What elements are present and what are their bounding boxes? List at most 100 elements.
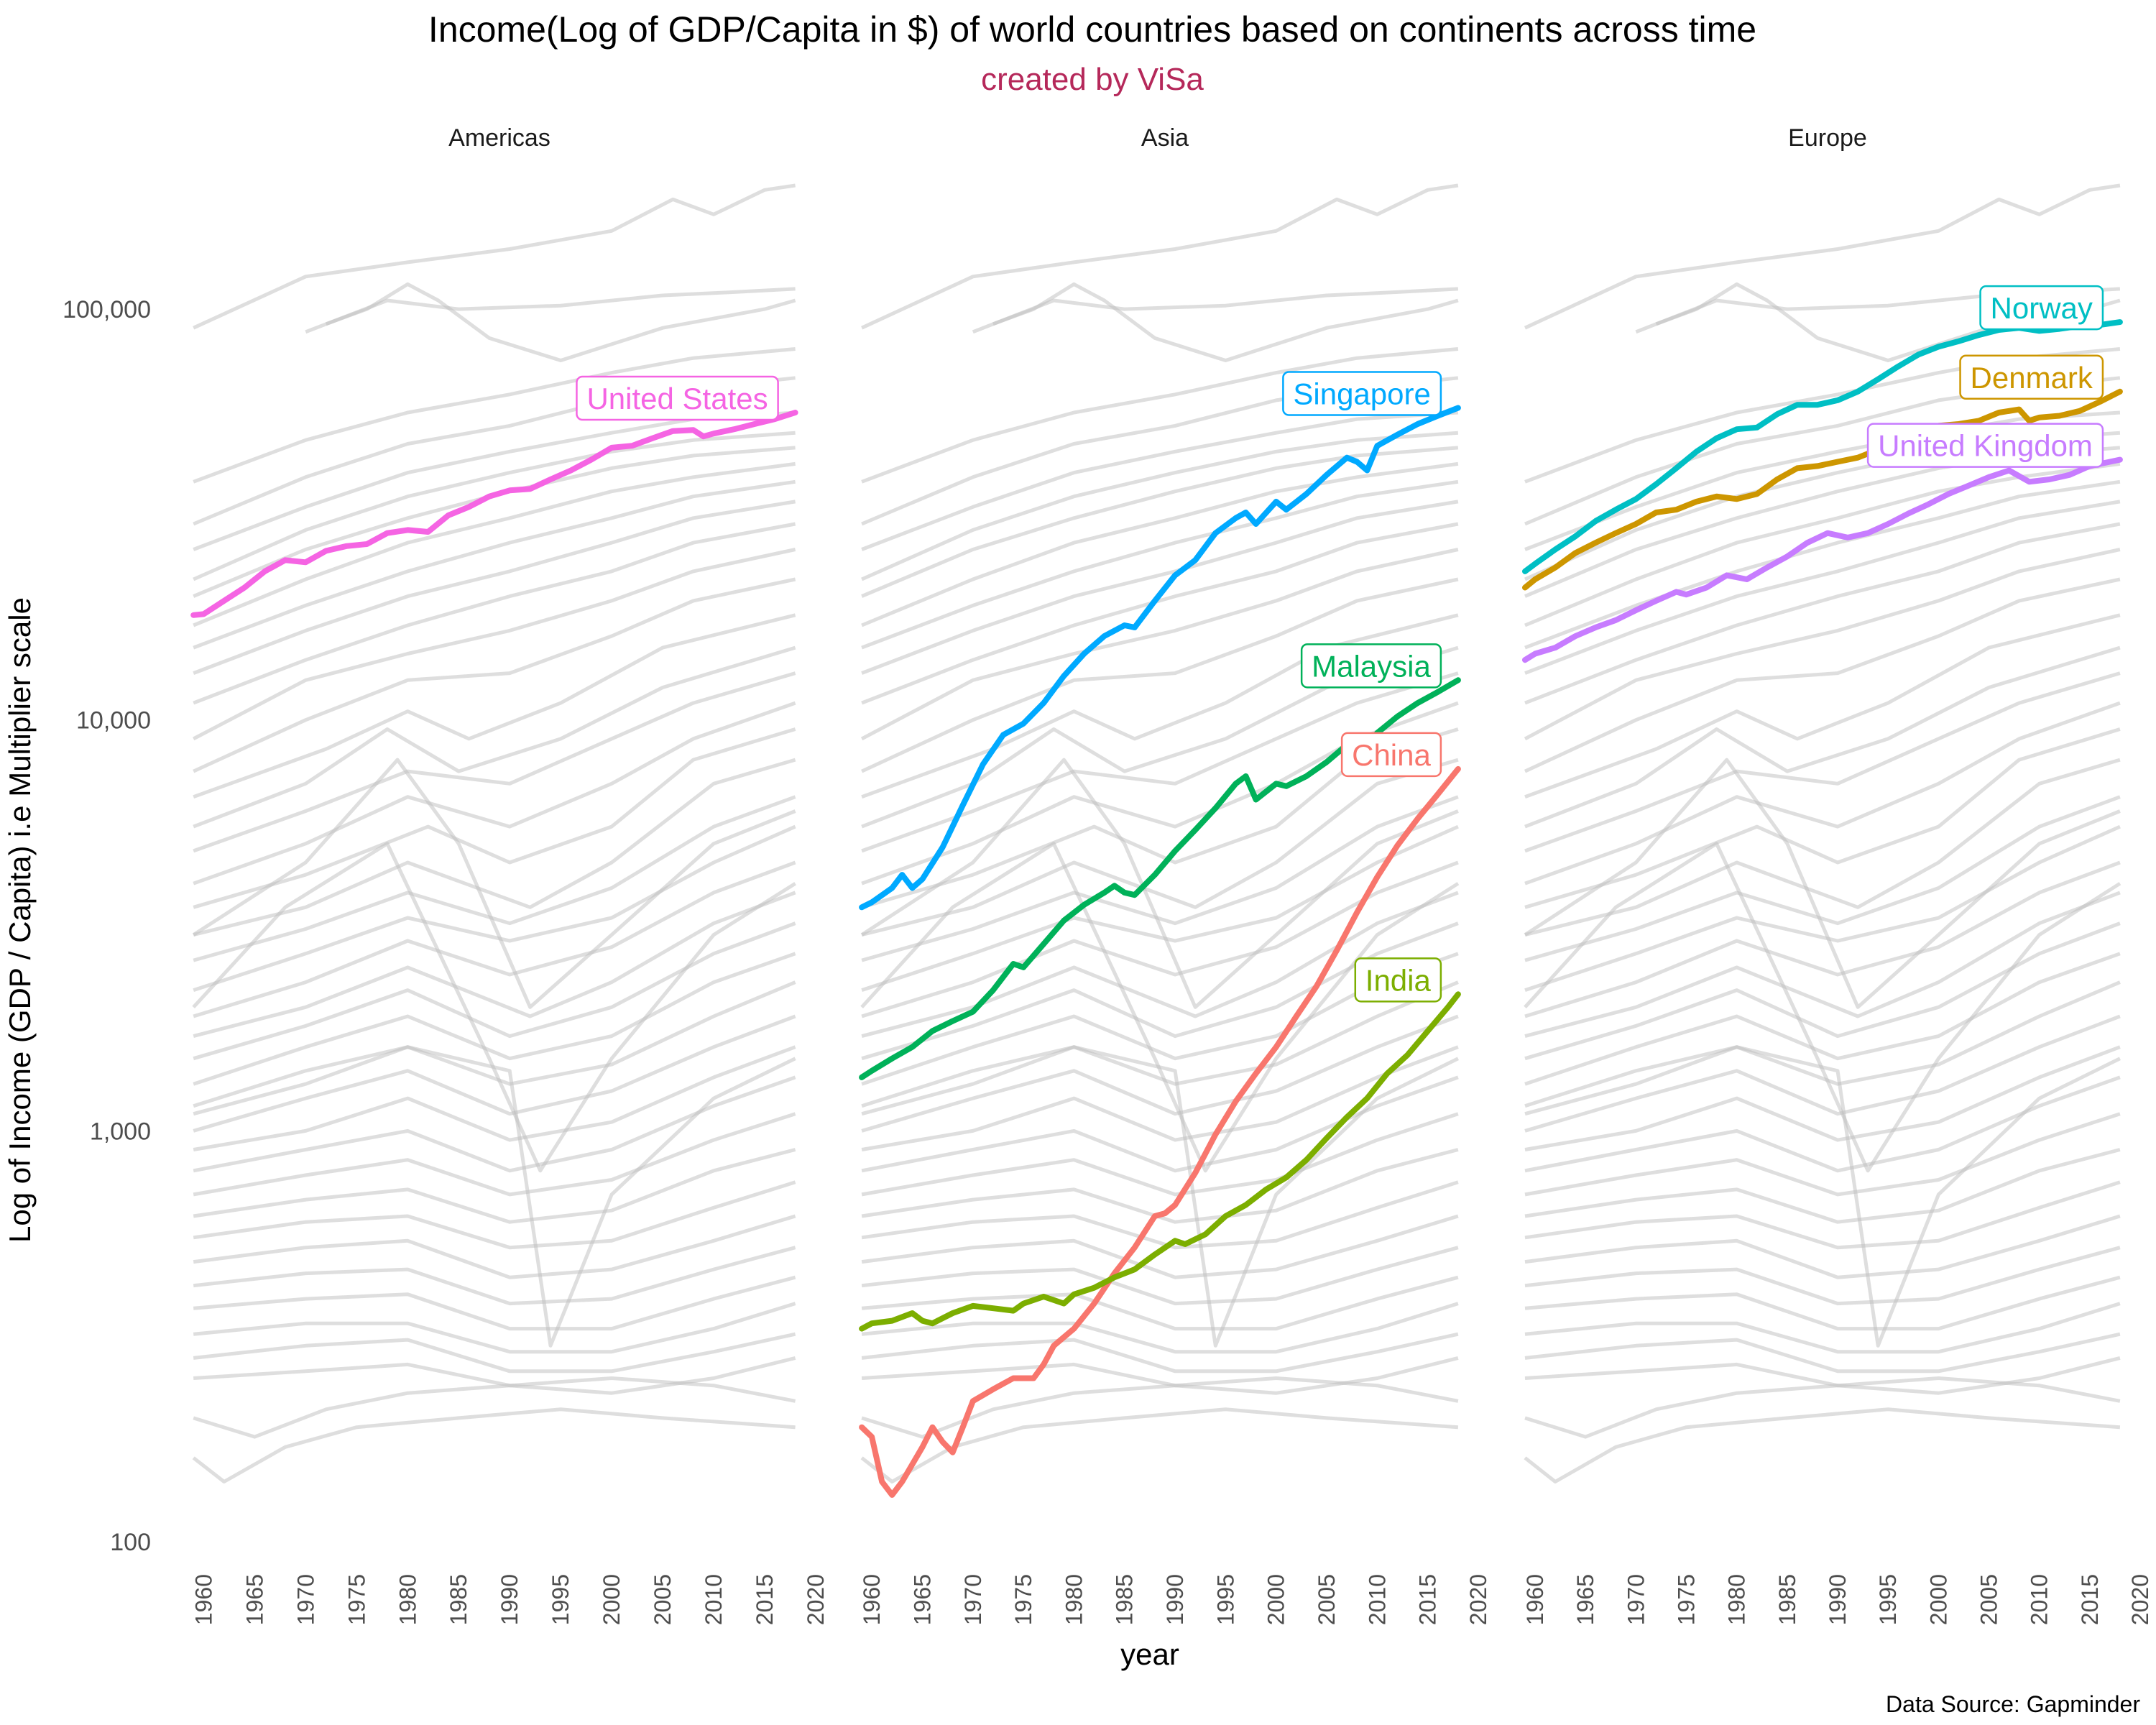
series-line-united-states — [190, 410, 798, 618]
series-line-denmark — [1522, 388, 2123, 591]
chart-title: Income(Log of GDP/Capita in $) of world … — [428, 9, 1756, 50]
background-series-line — [861, 461, 1459, 627]
background-series-line — [861, 500, 1459, 675]
series-label-box — [1300, 643, 1442, 689]
background-series-line — [325, 282, 796, 362]
x-tick-label: 2000 — [599, 1574, 625, 1625]
background-series-line — [861, 431, 1459, 581]
series-label-box — [1866, 423, 2104, 468]
background-series-line — [193, 795, 796, 962]
background-series-line — [860, 548, 1459, 741]
series-label-box — [576, 375, 779, 421]
x-tick-label: 1960 — [190, 1574, 216, 1625]
background-series-line — [1524, 500, 2121, 675]
x-tick-label: 1975 — [344, 1574, 369, 1625]
x-tick-label: 1970 — [292, 1574, 318, 1625]
x-tick-label: 2000 — [1925, 1574, 1951, 1625]
background-series-line — [193, 613, 796, 799]
facet-panels: Americas 1960 1965 1970 1975 1980 1985 1990 1995… — [190, 124, 2153, 1625]
x-tick-label: 2020 — [1465, 1574, 1491, 1625]
background-series-line — [193, 1246, 796, 1306]
background-series-line — [1524, 758, 2121, 937]
background-series-line — [1524, 645, 2121, 829]
background-series-line — [861, 1180, 1459, 1250]
background-series-line — [193, 577, 796, 773]
x-tick-label: 2005 — [1314, 1574, 1340, 1625]
background-series-line — [860, 1407, 1459, 1484]
background-series-line — [1524, 824, 2121, 992]
x-tick-label: 2005 — [650, 1574, 676, 1625]
x-tick-label: 2015 — [2077, 1574, 2103, 1625]
background-series-line — [1524, 671, 2121, 853]
series-label-united-kingdom: United Kingdom — [1878, 429, 2093, 463]
background-series-line — [861, 1014, 1459, 1133]
x-tick-label: 1975 — [1010, 1574, 1036, 1625]
series-label-china: China — [1352, 738, 1431, 772]
background-series-line — [1524, 727, 2121, 909]
x-tick-label: 1980 — [1724, 1574, 1750, 1625]
background-series-line — [193, 1332, 796, 1374]
background-series-line — [1524, 701, 2121, 886]
background-series-line — [193, 431, 796, 581]
background-series-line — [861, 671, 1459, 853]
background-series-line — [193, 952, 796, 1086]
y-tick-label: 100,000 — [63, 296, 151, 323]
background-series-line — [861, 1045, 1460, 1348]
background-series-line — [1524, 952, 2121, 1086]
series-label-box — [1282, 371, 1442, 416]
background-series-line — [192, 1407, 796, 1484]
background-series-line — [1524, 1014, 2121, 1133]
background-series-line — [193, 671, 796, 853]
x-tick-label: 1985 — [446, 1574, 471, 1625]
panel-americas: Americas 1960 1965 1970 1975 1980 1985 1990 1995… — [190, 124, 829, 1625]
x-tick-label: 1995 — [1875, 1574, 1901, 1625]
background-series-line — [1524, 1302, 2121, 1354]
background-series-line — [1524, 891, 2121, 1039]
x-tick-label: 1980 — [1061, 1574, 1087, 1625]
series-line-india — [859, 991, 1461, 1332]
background-series-line — [861, 1045, 1459, 1151]
background-series-line — [1524, 1407, 2121, 1484]
series-label-india: India — [1365, 963, 1432, 997]
background-series-line — [193, 1112, 796, 1197]
background-series-line — [193, 1075, 796, 1173]
series-label-norway: Norway — [1991, 291, 2093, 325]
series-label-box — [1354, 957, 1442, 1003]
background-series-line — [193, 645, 796, 829]
background-series-line — [193, 1180, 796, 1250]
x-tick-label: 1960 — [859, 1574, 885, 1625]
background-series-line — [861, 410, 1459, 551]
x-tick-label: 2020 — [2127, 1574, 2153, 1625]
background-series-line — [861, 824, 1459, 992]
background-series-line — [193, 461, 796, 627]
series-label-malaysia: Malaysia — [1312, 649, 1431, 683]
background-series-line — [1524, 921, 2121, 1061]
background-series-line — [1524, 795, 2121, 962]
background-series-line — [861, 1075, 1459, 1173]
background-series-line — [1524, 1332, 2121, 1374]
background-series-line — [1524, 1275, 2121, 1331]
background-series-line — [861, 479, 1459, 650]
background-series-line — [193, 1214, 796, 1279]
x-tick-label: 1990 — [1162, 1574, 1188, 1625]
background-series-line — [1524, 1045, 2122, 1348]
facet-strip-label: Asia — [1141, 124, 1189, 152]
background-series-line — [861, 347, 1459, 484]
background-series-line — [1524, 1148, 2121, 1224]
background-series-line — [193, 1376, 796, 1439]
x-axis-label: year — [1120, 1637, 1179, 1671]
background-series-line — [861, 183, 1459, 330]
background-series-line — [305, 287, 796, 334]
x-tick-label: 2015 — [1415, 1574, 1441, 1625]
background-series-line — [992, 282, 1459, 362]
chart-subtitle: created by ViSa — [981, 62, 1204, 97]
background-series-line — [193, 860, 796, 1018]
facet-strip-label: Americas — [448, 124, 550, 152]
background-series-line — [861, 860, 1459, 1018]
x-tick-label: 1970 — [1623, 1574, 1649, 1625]
background-series-line — [193, 1275, 796, 1331]
x-tick-label: 1985 — [1112, 1574, 1138, 1625]
background-series-line — [193, 758, 796, 937]
series-label-denmark: Denmark — [1971, 361, 2093, 395]
background-series-line — [193, 1148, 796, 1224]
